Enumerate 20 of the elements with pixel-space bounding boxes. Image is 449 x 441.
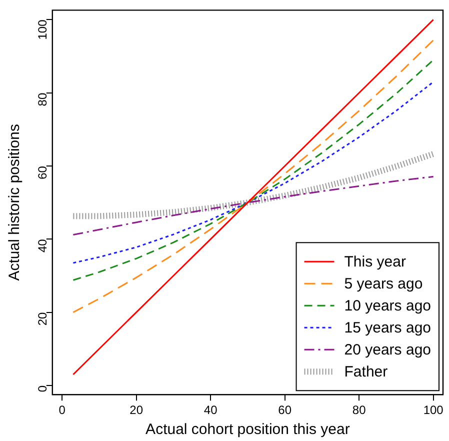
legend-label: 10 years ago (344, 298, 432, 315)
y-axis-title: Actual historic positions (6, 124, 24, 281)
y-tick-label: 20 (36, 312, 50, 326)
y-tick-label: 0 (36, 385, 50, 392)
x-axis-title: Actual cohort position this year (146, 421, 350, 438)
legend-label: Father (344, 364, 388, 381)
y-tick-label: 100 (36, 19, 50, 40)
y-tick-label: 60 (36, 166, 50, 180)
x-tick-label: 40 (204, 403, 218, 418)
y-tick-label: 40 (36, 238, 50, 253)
x-tick-label: 0 (58, 403, 66, 418)
legend-label: 5 years ago (344, 276, 423, 293)
x-tick-label: 100 (423, 403, 444, 418)
x-tick-label: 80 (352, 403, 366, 418)
legend-label: This year (344, 254, 406, 271)
x-tick-label: 20 (130, 403, 144, 418)
legend-label: 15 years ago (344, 320, 432, 337)
y-tick-label: 80 (36, 92, 50, 106)
legend-label: 20 years ago (344, 342, 432, 359)
x-tick-label: 60 (278, 403, 292, 418)
